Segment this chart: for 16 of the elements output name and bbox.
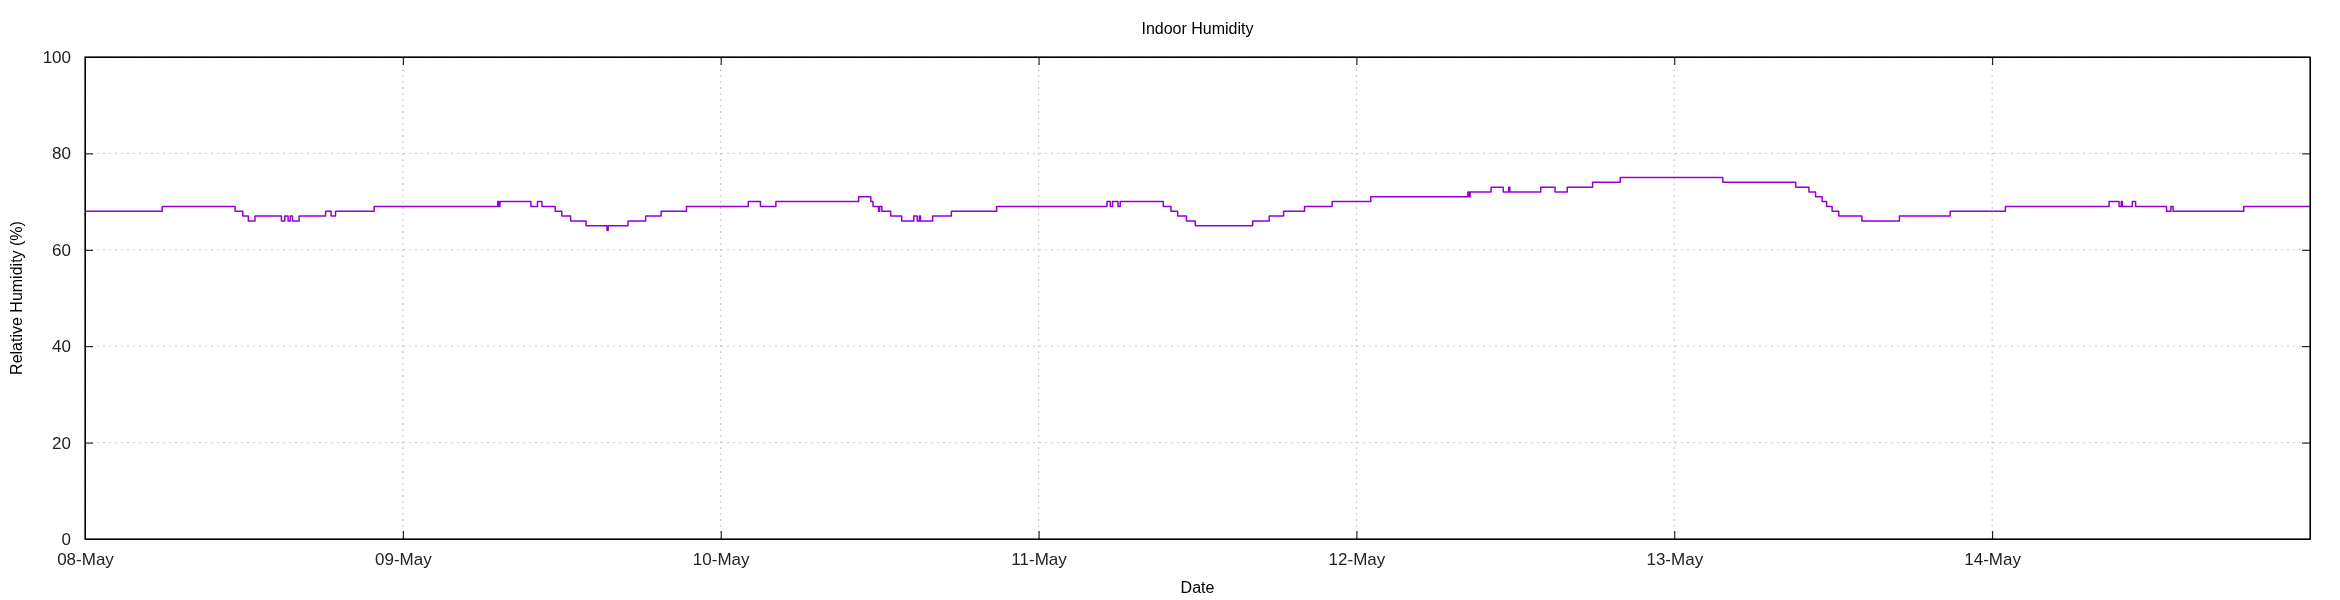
x-tick-label: 11-May (1011, 550, 1068, 570)
x-tick-label: 09-May (375, 550, 433, 570)
x-axis-title: Date (1180, 579, 1215, 596)
y-tick-label: 100 (42, 47, 71, 67)
x-tick-label: 14-May (1964, 550, 2022, 570)
x-tick-label: 10-May (692, 550, 751, 570)
y-tick-label: 20 (52, 433, 71, 453)
y-tick-label: 0 (61, 529, 71, 549)
chart-title: Indoor Humidity (1141, 20, 1254, 37)
x-tick-label: 12-May (1328, 550, 1386, 570)
y-tick-label: 60 (52, 240, 71, 260)
y-tick-label: 80 (52, 144, 71, 164)
x-tick-label: 13-May (1646, 550, 1704, 570)
y-axis-title: Relative Humidity (%) (8, 221, 25, 375)
y-tick-label: 40 (52, 337, 71, 357)
x-tick-label: 08-May (57, 550, 115, 570)
